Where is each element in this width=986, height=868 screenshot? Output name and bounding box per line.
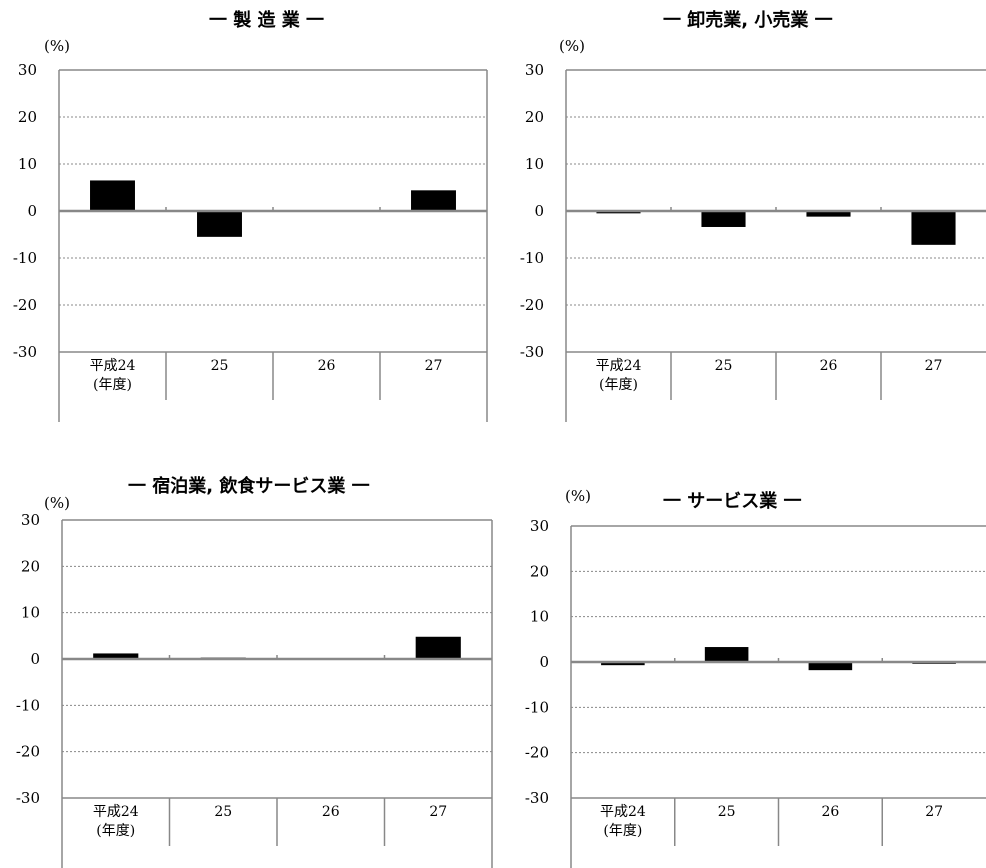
bar-chart-manufacturing: 30 20 10 0 -10 -20 -30 平成24 (年度) 25 26 27: [13, 61, 488, 422]
x-tick-label: 26: [318, 358, 336, 374]
chart-title: 一 卸売業, 小売業 一: [663, 10, 833, 31]
y-tick-label: 10: [530, 608, 549, 626]
bar: [808, 662, 853, 671]
x-tick-label: 26: [322, 804, 340, 820]
bar-chart-wholesale-retail: 30 20 10 0 -10 -20 -30 平成24 (年度) 25 26 27: [520, 61, 986, 422]
chart-panel-accommodation-food: 一 宿泊業, 飲食サービス業 一 (%) 30 20 10 0 -10 -20 -30 平成2…: [0, 434, 493, 868]
y-tick-label: -30: [525, 789, 549, 807]
bar-chart-services: 30 20 10 0 -10 -20 -30 平成24 (年度) 25 26 27: [525, 517, 986, 868]
bar: [601, 662, 645, 666]
bar: [197, 211, 242, 237]
y-tick-label: 0: [534, 202, 544, 220]
y-tick-label: 30: [530, 517, 549, 535]
x-tick-label: 平成24: [93, 804, 139, 820]
y-tick-label: 30: [21, 511, 40, 529]
y-tick-label: 20: [18, 108, 37, 126]
x-tick-label: 26: [821, 804, 839, 820]
bar: [911, 211, 956, 245]
x-tick-label: 25: [715, 358, 733, 374]
bar: [411, 190, 456, 211]
y-tick-label: -20: [16, 743, 40, 761]
chart-panel-manufacturing: 一 製 造 業 一 (%) 30 20 10 0 -10 -20 -30 平成24 (年度) 25…: [0, 0, 493, 434]
y-unit-label: (%): [44, 37, 70, 55]
y-tick-label: -20: [13, 296, 37, 314]
x-tick-label: 27: [429, 804, 447, 820]
y-tick-label: 10: [21, 604, 40, 622]
y-tick-label: -30: [16, 789, 40, 807]
x-axis-unit-label: (年度): [603, 823, 642, 839]
bar-chart-accommodation-food: 30 20 10 0 -10 -20 -30 平成24 (年度) 25 26 27: [16, 511, 493, 868]
chart-title: 一 サービス業 一: [663, 491, 802, 512]
y-tick-label: -20: [520, 296, 544, 314]
bar: [415, 636, 461, 659]
y-tick-label: -10: [525, 698, 549, 716]
y-tick-label: 0: [30, 650, 40, 668]
x-tick-label: 27: [425, 358, 443, 374]
x-tick-label: 25: [718, 804, 736, 820]
x-tick-label: 26: [820, 358, 838, 374]
x-axis-unit-label: (年度): [93, 377, 132, 393]
x-tick-label: 平成24: [90, 358, 136, 374]
chart-title: 一 製 造 業 一: [208, 10, 325, 31]
bar: [90, 180, 135, 211]
x-tick-label: 25: [214, 804, 232, 820]
y-tick-label: -30: [520, 343, 544, 361]
x-tick-label: 平成24: [600, 804, 646, 820]
y-tick-label: 30: [525, 61, 544, 79]
y-unit-label: (%): [565, 487, 591, 505]
y-tick-label: 0: [539, 653, 549, 671]
y-tick-label: 10: [525, 155, 544, 173]
y-tick-label: 0: [27, 202, 37, 220]
chart-panel-wholesale-retail: 一 卸売業, 小売業 一 (%) 30 20 10 0 -10 -20 -30 平成24 (年度…: [493, 0, 986, 434]
y-tick-label: -10: [13, 249, 37, 267]
y-tick-label: 20: [525, 108, 544, 126]
y-tick-label: 20: [530, 562, 549, 580]
y-unit-label: (%): [559, 37, 585, 55]
y-tick-label: -10: [520, 249, 544, 267]
x-tick-label: 平成24: [596, 358, 642, 374]
y-tick-label: 10: [18, 155, 37, 173]
x-tick-label: 25: [211, 358, 229, 374]
chart-panel-services: 一 サービス業 一 (%) 30 20 10 0 -10 -20 -30 平成24 (年度) 25…: [493, 434, 986, 868]
y-tick-label: 30: [18, 61, 37, 79]
y-tick-label: -10: [16, 696, 40, 714]
x-tick-label: 27: [925, 358, 943, 374]
y-tick-label: -20: [525, 744, 549, 762]
x-axis-unit-label: (年度): [96, 823, 135, 839]
bar: [701, 211, 746, 227]
y-unit-label: (%): [44, 494, 70, 512]
bar: [704, 647, 749, 662]
x-axis-unit-label: (年度): [599, 377, 638, 393]
chart-title: 一 宿泊業, 飲食サービス業 一: [128, 476, 370, 497]
x-tick-label: 27: [925, 804, 943, 820]
y-tick-label: -30: [13, 343, 37, 361]
bar: [93, 653, 139, 659]
y-tick-label: 20: [21, 557, 40, 575]
bar: [806, 211, 851, 217]
